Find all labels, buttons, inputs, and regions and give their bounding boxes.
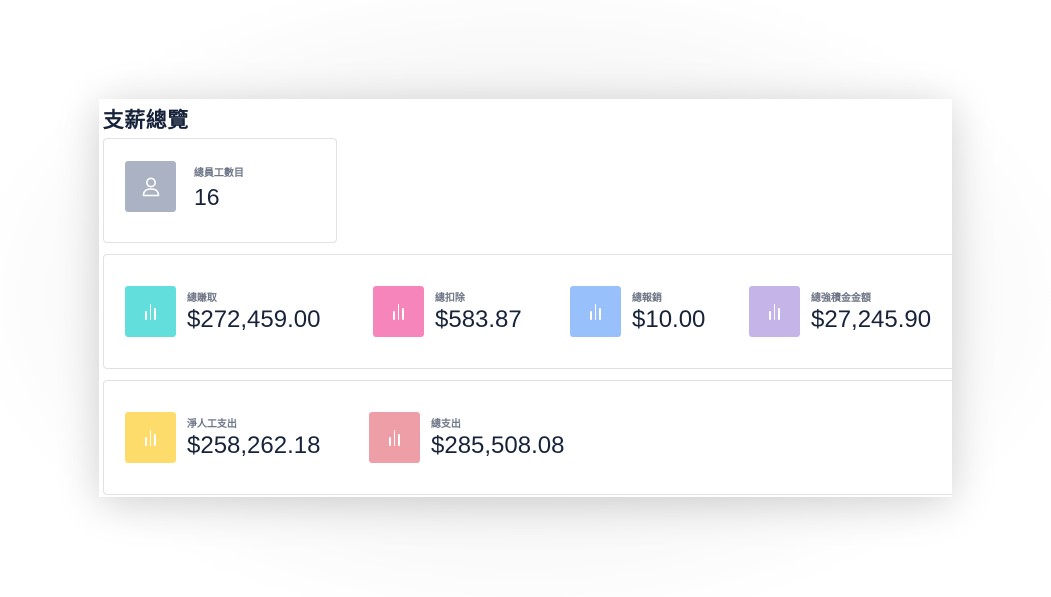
stat-label: 總支出: [431, 419, 461, 430]
stat-label: 總強積金金額: [811, 293, 871, 304]
page-title: 支薪總覽: [103, 108, 189, 132]
user-icon: [125, 161, 176, 212]
bar-chart-icon: [125, 286, 176, 337]
employee-count-value: 16: [194, 184, 220, 210]
employee-count-card: 總員工數目 16: [103, 138, 337, 243]
bar-chart-icon: [125, 412, 176, 463]
bar-chart-icon: [369, 412, 420, 463]
stat-label: 總賺取: [187, 293, 217, 304]
payroll-overview-panel: 支薪總覽 總員工數目 16 總賺取 $272,459.00: [99, 99, 952, 497]
stat-value: $272,459.00: [187, 306, 321, 333]
stat-value: $10.00: [632, 306, 706, 333]
employee-count-label: 總員工數目: [194, 168, 244, 179]
bar-chart-icon: [570, 286, 621, 337]
stat-label: 總報銷: [632, 293, 662, 304]
stat-value: $583.87: [435, 306, 522, 333]
stat-label: 總扣除: [435, 293, 465, 304]
stat-value: $285,508.08: [431, 432, 565, 459]
expenses-summary-card: 淨人工支出 $258,262.18 總支出 $285,508.08: [103, 380, 952, 495]
earnings-summary-card: 總賺取 $272,459.00 總扣除 $583.87 總報銷 $10.00 總…: [103, 254, 952, 369]
bar-chart-icon: [373, 286, 424, 337]
bar-chart-icon: [749, 286, 800, 337]
stat-value: $258,262.18: [187, 432, 321, 459]
stat-label: 淨人工支出: [187, 419, 237, 430]
stat-value: $27,245.90: [811, 306, 932, 333]
